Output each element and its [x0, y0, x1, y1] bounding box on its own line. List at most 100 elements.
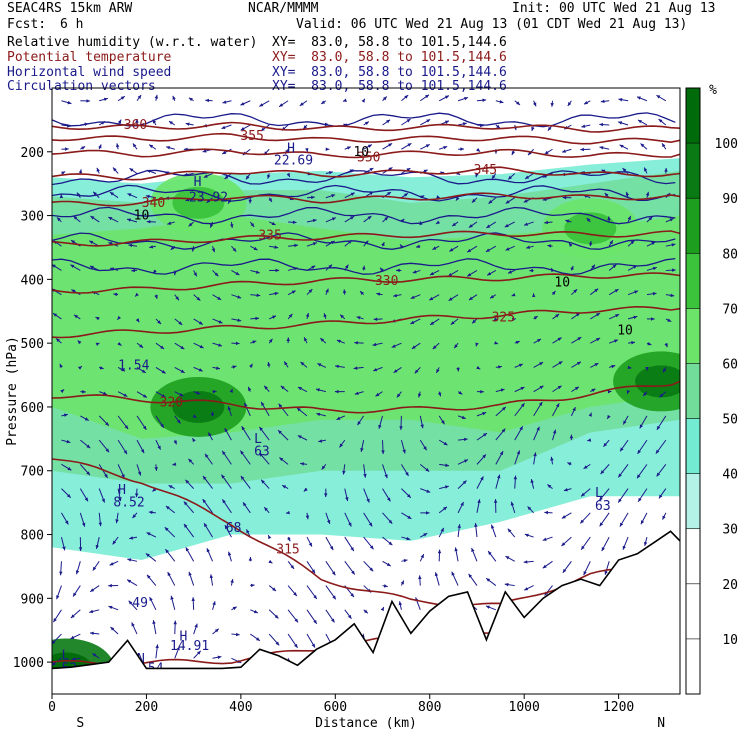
circulation-vector-head [622, 545, 626, 550]
circulation-vector-head [402, 449, 406, 454]
circulation-vector-head [221, 125, 226, 129]
circulation-vector-head [511, 317, 516, 322]
circulation-vector-head [274, 245, 279, 249]
circulation-vector-head [235, 271, 240, 276]
circulation-vector-head [222, 499, 226, 504]
circulation-vector-head [496, 124, 501, 129]
circulation-vector-head [400, 244, 404, 249]
circulation-vector-head [256, 293, 261, 298]
circulation-vector-head [141, 369, 146, 373]
circulation-vector-head [612, 264, 617, 269]
circulation-vector-head [493, 499, 498, 503]
circulation-vector-head [204, 523, 208, 528]
circulation-vector-head [633, 315, 638, 320]
circulation-vector-head [511, 151, 516, 156]
circulation-vector-head [510, 501, 515, 506]
circulation-vector-head [505, 247, 510, 251]
circulation-vector-head [202, 475, 207, 480]
circulation-vector-head [206, 548, 210, 553]
circulation-vector-head [488, 551, 492, 556]
circulation-vector-head [202, 499, 207, 503]
circulation-vector-head [444, 120, 449, 124]
circulation-vector-head [62, 546, 66, 551]
circulation-vector-head [209, 574, 214, 579]
circulation-vector-head [443, 506, 447, 511]
fcst-value: 6 h [60, 17, 84, 32]
circulation-vector-head [240, 450, 244, 455]
circulation-vector-head [117, 119, 122, 124]
circulation-vector-head [196, 296, 201, 301]
circulation-vector-head [92, 653, 97, 657]
circulation-vector-head [180, 345, 185, 350]
circulation-vector-head [485, 605, 490, 609]
circulation-vector-head [398, 601, 403, 606]
circulation-vector-head [407, 143, 412, 147]
x-tick-label: 800 [418, 700, 441, 715]
circulation-vector-head [98, 144, 102, 149]
circulation-vector-head [669, 218, 674, 222]
circulation-vector-head [149, 245, 154, 249]
circulation-vector-head [81, 522, 86, 527]
theta-contour-330 [52, 272, 680, 294]
circulation-vector-head [444, 485, 449, 489]
circulation-vector-head [246, 529, 250, 534]
circulation-vector-head [383, 584, 388, 588]
circulation-vector-head [460, 147, 464, 151]
circulation-vector-head [191, 247, 195, 252]
colorbar-label-90: 90 [722, 192, 738, 207]
circulation-vector-head [482, 98, 487, 102]
circulation-vector-head [242, 502, 247, 507]
circulation-vector-head [648, 216, 653, 221]
circulation-vector-head [643, 541, 648, 546]
circulation-vector-head [381, 242, 385, 247]
circulation-vector-head [209, 223, 214, 228]
circulation-vector-head [66, 493, 71, 498]
circulation-vector-head [594, 288, 599, 293]
circulation-vector-head [98, 522, 103, 527]
circulation-vector-head [330, 240, 335, 245]
circulation-vector-head [396, 393, 401, 398]
circulation-vector-head [573, 289, 578, 294]
circulation-vector-head [222, 100, 227, 104]
wind-speed-contour-4 [52, 232, 676, 250]
circulation-vector-head [505, 556, 510, 560]
circulation-vector-head [406, 536, 411, 541]
circulation-vector-head [396, 268, 400, 273]
theta-contour-label-340: 340 [142, 196, 165, 211]
circulation-vector-head [102, 391, 107, 395]
circulation-vector-head [305, 515, 310, 520]
circulation-vector-head [112, 540, 117, 545]
circulation-vector-head [367, 144, 372, 148]
circulation-vector-head [493, 317, 498, 322]
circulation-vector-head [547, 244, 552, 248]
circulation-vector-head [391, 344, 396, 348]
circulation-vector-head [210, 411, 215, 416]
circulation-vector-head [576, 313, 580, 317]
circulation-vector-head [308, 542, 312, 547]
circulation-vector-head [60, 389, 65, 394]
wind-speed-contour-3 [52, 206, 676, 225]
circulation-vector-head [581, 124, 586, 128]
theta-contour-label-320: 320 [160, 396, 183, 411]
circulation-vector-head [127, 558, 132, 562]
circulation-vector-head [420, 195, 425, 199]
circulation-vector-head [562, 195, 567, 200]
colorbar-cell-9 [686, 143, 700, 199]
circulation-vector-head [634, 290, 639, 294]
circulation-vector-head [135, 118, 139, 123]
circulation-vector-head [237, 295, 242, 299]
circulation-vector-head [78, 547, 83, 551]
colorbar-label-60: 60 [722, 357, 738, 372]
circulation-vector-head [461, 415, 466, 420]
field-label-theta: Potential temperature [7, 50, 172, 65]
theta-contour-label-350: 350 [357, 150, 380, 165]
extremum-annotation: 1.54 [118, 358, 149, 373]
field-label-wind: Horizontal wind speed [7, 65, 172, 80]
circulation-vector-head [183, 501, 188, 506]
circulation-vector-head [581, 545, 585, 550]
circulation-vector-head [663, 368, 667, 373]
circulation-vector-head [423, 446, 427, 451]
circulation-vector-head [464, 96, 469, 101]
circulation-vector-head [611, 364, 616, 369]
circulation-vector-head [434, 572, 439, 577]
